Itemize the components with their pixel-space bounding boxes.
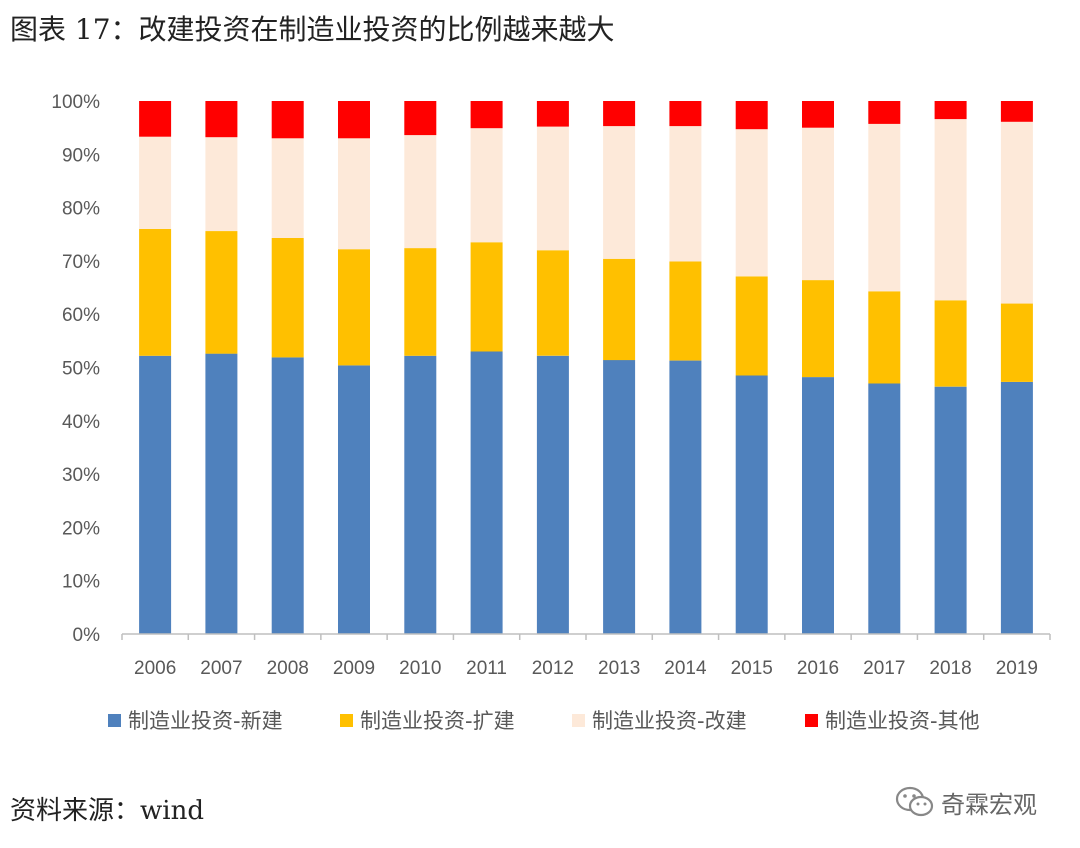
bar-segment-2015-s2 — [735, 129, 768, 277]
bar-segment-2014-s2 — [669, 126, 702, 262]
x-tick-label: 2012 — [532, 658, 574, 679]
y-tick-label: 0% — [73, 625, 101, 646]
bar-segment-2013-s2 — [603, 126, 636, 259]
bar-segment-2018-s1 — [934, 300, 967, 387]
bar-segment-2019-s2 — [1000, 121, 1033, 304]
bar-segment-2011-s0 — [470, 351, 503, 634]
x-tick-label: 2018 — [929, 658, 971, 679]
y-tick-label: 90% — [62, 145, 100, 166]
y-tick-label: 100% — [51, 92, 100, 113]
bar-segment-2017-s1 — [868, 291, 901, 384]
y-tick-label: 80% — [62, 199, 100, 220]
bar-segment-2007-s2 — [205, 137, 238, 231]
legend-label: 制造业投资-扩建 — [360, 709, 515, 733]
x-tick-label: 2015 — [731, 658, 773, 679]
legend-swatch — [805, 714, 818, 727]
bar-segment-2008-s3 — [271, 101, 304, 139]
y-tick-label: 30% — [62, 465, 100, 486]
bar-segment-2016-s2 — [802, 127, 834, 281]
x-tick-label: 2007 — [200, 658, 242, 679]
bar-segment-2006-s0 — [139, 355, 172, 634]
x-tick-label: 2011 — [466, 658, 507, 679]
page-title: 图表 17：改建投资在制造业投资的比例越来越大 — [10, 13, 615, 46]
bar-segment-2019-s3 — [1000, 101, 1033, 122]
y-tick-label: 20% — [62, 518, 100, 539]
bar-segment-2008-s1 — [271, 238, 304, 358]
bar-segment-2007-s3 — [205, 101, 238, 138]
bar-segment-2013-s0 — [603, 360, 636, 634]
bar-segment-2010-s3 — [404, 101, 437, 136]
x-tick-label: 2013 — [598, 658, 640, 679]
legend-label: 制造业投资-新建 — [128, 709, 283, 733]
bar-segment-2015-s0 — [735, 375, 768, 634]
bar-segment-2006-s3 — [139, 101, 172, 137]
bar-segment-2012-s2 — [536, 126, 569, 251]
y-tick-label: 50% — [62, 359, 100, 380]
watermark-text: 奇霖宏观 — [941, 790, 1037, 819]
bar-segment-2007-s0 — [205, 353, 238, 634]
x-tick-label: 2006 — [134, 658, 176, 679]
bar-segment-2010-s2 — [404, 135, 437, 249]
bar-segment-2016-s0 — [802, 377, 834, 634]
y-tick-label: 70% — [62, 252, 100, 273]
bar-segment-2009-s2 — [338, 138, 370, 250]
legend-label: 制造业投资-其他 — [825, 709, 980, 733]
y-tick-label: 10% — [62, 572, 100, 593]
y-axis-ticks: 0% 10% 20% 30% 40% 50% 60% 70% 80% 90% 100% — [51, 92, 100, 646]
x-tick-label: 2009 — [333, 658, 375, 679]
stacked-bar-chart: 0%10%20%30%40%50%60%70%80%90%100% 2006 20… — [51, 92, 1051, 733]
x-tick-label: 2016 — [797, 658, 839, 679]
bar-segment-2007-s1 — [205, 231, 238, 354]
bar-segment-2011-s1 — [470, 242, 503, 352]
bar-segment-2006-s1 — [139, 228, 172, 356]
bar-segment-2010-s0 — [404, 355, 437, 634]
watermark: 奇霖宏观 — [895, 782, 1037, 822]
bar-segment-2011-s3 — [470, 101, 503, 129]
bar-segment-2014-s3 — [669, 101, 702, 127]
legend-label: 制造业投资-改建 — [592, 709, 747, 733]
x-tick-label: 2017 — [863, 658, 905, 679]
bar-segment-2014-s0 — [669, 360, 702, 634]
x-tick-label: 2014 — [664, 658, 707, 679]
bar-segment-2017-s2 — [868, 123, 901, 292]
wechat-icon — [895, 786, 934, 817]
x-axis-ticks: 2006 2007 2008 2009 2010 2011 2012 2013 2014 2015… — [121, 634, 1051, 679]
bar-segment-2017-s3 — [868, 101, 901, 124]
bar-segment-2015-s1 — [735, 276, 768, 376]
legend-swatch — [340, 714, 353, 727]
y-tick-label: 40% — [62, 412, 100, 433]
x-tick-label: 2008 — [267, 658, 309, 679]
bar-segment-2009-s0 — [338, 365, 370, 634]
bar-segment-2016-s3 — [802, 101, 834, 128]
source-note: 资料来源：wind — [10, 796, 204, 826]
bar-segment-2018-s3 — [934, 101, 967, 120]
bar-segment-2019-s0 — [1000, 381, 1033, 634]
bar-segment-2018-s0 — [934, 386, 967, 634]
bar-segment-2009-s1 — [338, 249, 370, 366]
legend: 制造业投资-新建 制造业投资-扩建 制造业投资-改建 制造业投资-其他 — [108, 709, 980, 733]
bar-segment-2008-s0 — [271, 357, 304, 634]
bar-segment-2013-s1 — [603, 258, 636, 361]
bar-segment-2011-s2 — [470, 128, 503, 243]
bar-segment-2012-s1 — [536, 250, 569, 356]
bar-segment-2016-s1 — [802, 280, 834, 378]
bar-segment-2013-s3 — [603, 101, 636, 127]
bar-segment-2019-s1 — [1000, 303, 1033, 382]
bars — [139, 101, 1033, 634]
x-tick-label: 2019 — [996, 658, 1038, 679]
bar-segment-2012-s3 — [536, 101, 569, 127]
bar-segment-2010-s1 — [404, 248, 437, 356]
bar-segment-2008-s2 — [271, 138, 304, 238]
bar-segment-2017-s0 — [868, 383, 901, 634]
bar-segment-2015-s3 — [735, 101, 768, 130]
y-tick-label: 60% — [62, 305, 100, 326]
bar-segment-2012-s0 — [536, 355, 569, 634]
bar-segment-2014-s1 — [669, 261, 702, 361]
legend-swatch — [108, 714, 121, 727]
bar-segment-2018-s2 — [934, 119, 967, 301]
bar-segment-2006-s2 — [139, 136, 172, 229]
legend-swatch — [572, 714, 585, 727]
bar-segment-2009-s3 — [338, 101, 370, 139]
x-tick-label: 2010 — [399, 658, 441, 679]
